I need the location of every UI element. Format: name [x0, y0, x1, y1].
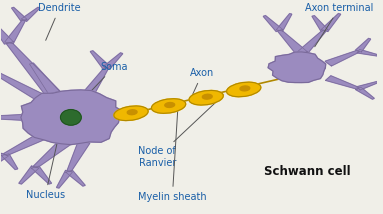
Ellipse shape [151, 99, 186, 113]
Polygon shape [357, 82, 378, 90]
Polygon shape [263, 16, 283, 31]
Polygon shape [29, 63, 59, 94]
Ellipse shape [114, 106, 148, 120]
Ellipse shape [227, 82, 261, 97]
Ellipse shape [240, 86, 250, 91]
Polygon shape [0, 71, 51, 104]
Ellipse shape [61, 110, 81, 125]
Text: Myelin sheath: Myelin sheath [138, 109, 207, 202]
Polygon shape [5, 20, 25, 44]
Polygon shape [103, 53, 123, 69]
Text: Dendrite: Dendrite [38, 3, 81, 40]
Polygon shape [57, 171, 72, 188]
Polygon shape [67, 141, 90, 172]
Text: Schwann cell: Schwann cell [264, 165, 351, 178]
Polygon shape [90, 51, 110, 69]
Polygon shape [33, 140, 71, 168]
Polygon shape [276, 14, 292, 31]
Polygon shape [326, 76, 359, 89]
Polygon shape [297, 30, 326, 55]
Polygon shape [278, 30, 307, 55]
Polygon shape [268, 52, 326, 83]
Text: Axon: Axon [190, 68, 214, 99]
Text: Axon terminal: Axon terminal [305, 3, 374, 47]
Polygon shape [357, 49, 378, 56]
Text: Nucleus: Nucleus [26, 126, 65, 200]
Polygon shape [312, 16, 328, 31]
Polygon shape [11, 7, 27, 21]
Polygon shape [0, 20, 13, 44]
Polygon shape [21, 90, 123, 145]
Text: Node of
Ranvier: Node of Ranvier [138, 95, 224, 168]
Polygon shape [355, 39, 371, 52]
Ellipse shape [165, 103, 175, 107]
Polygon shape [66, 170, 85, 186]
Ellipse shape [202, 94, 212, 99]
Polygon shape [6, 42, 61, 97]
Polygon shape [31, 166, 52, 184]
Ellipse shape [189, 91, 223, 105]
Text: Soma: Soma [92, 62, 128, 91]
Ellipse shape [127, 110, 137, 115]
Polygon shape [356, 87, 374, 99]
Polygon shape [0, 153, 8, 168]
Polygon shape [19, 166, 39, 184]
Polygon shape [325, 50, 359, 66]
Polygon shape [3, 131, 51, 156]
Polygon shape [21, 7, 40, 21]
Polygon shape [0, 114, 39, 121]
Polygon shape [2, 154, 18, 169]
Polygon shape [321, 13, 341, 31]
Polygon shape [82, 67, 108, 96]
